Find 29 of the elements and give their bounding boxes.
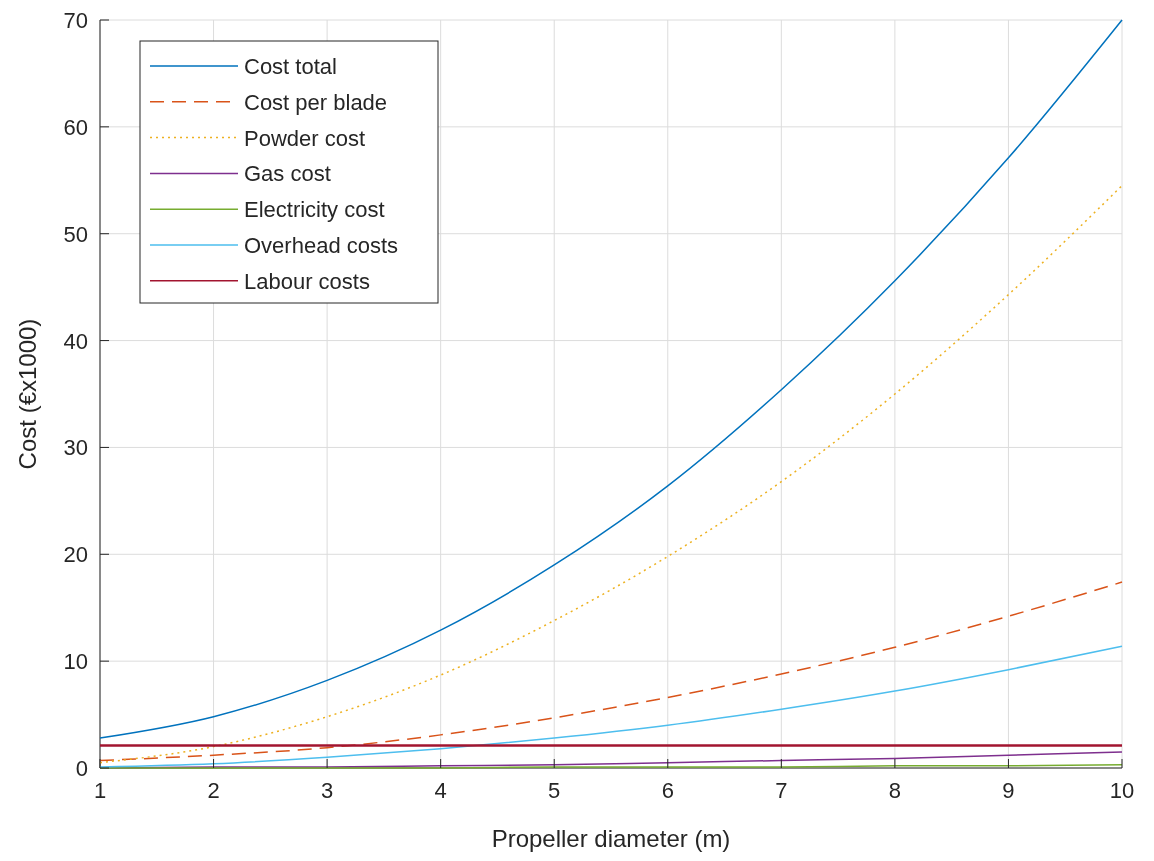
x-tick-label: 4 (434, 778, 447, 803)
x-tick-label: 6 (661, 778, 674, 803)
line-series (99, 581, 1123, 762)
y-tick-label: 30 (63, 435, 88, 461)
x-tick-label: 9 (1002, 778, 1015, 803)
legend-label: Overhead costs (244, 233, 399, 258)
x-tick-label: 7 (775, 778, 788, 803)
x-tick-label: 1 (93, 778, 107, 803)
y-tick-label: 70 (63, 8, 88, 33)
x-tick-label: 10 (1109, 778, 1135, 803)
y-tick-label: 40 (63, 328, 88, 354)
legend-label: Electricity cost (244, 197, 385, 223)
x-tick-label: 3 (320, 778, 334, 803)
x-tick-label: 5 (548, 778, 561, 803)
line-series (99, 184, 1123, 764)
x-axis-title: Propeller diameter (m) (491, 825, 731, 852)
x-tick-label: 8 (888, 778, 902, 803)
x-tick-label: 2 (207, 778, 220, 803)
y-tick-label: 0 (75, 756, 88, 781)
y-tick-label: 50 (63, 221, 88, 247)
y-tick-label: 10 (63, 649, 88, 675)
legend-label: Cost total (244, 54, 337, 79)
y-tick-label: 60 (63, 114, 88, 140)
y-tick-label: 20 (63, 542, 88, 568)
legend-label: Cost per blade (244, 89, 388, 115)
y-axis-title: Cost (€x1000) (14, 318, 41, 470)
legend-label: Powder cost (244, 125, 366, 151)
legend-label: Labour costs (244, 268, 370, 294)
legend-label: Gas cost (244, 161, 331, 187)
